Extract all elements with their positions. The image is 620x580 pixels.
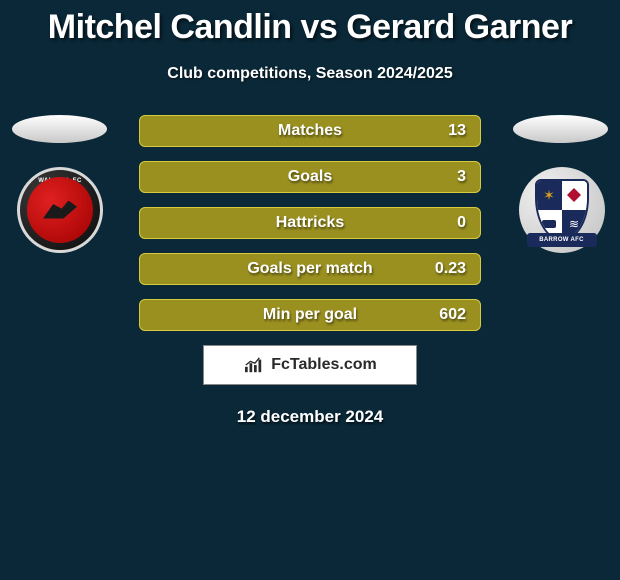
stat-row-goals-per-match: Goals per match 0.23 bbox=[139, 253, 481, 285]
left-club-badge: WALSALL FC bbox=[10, 167, 110, 252]
walsall-badge-icon: WALSALL FC bbox=[17, 167, 103, 253]
shield-icon bbox=[535, 179, 589, 241]
shield-quadrant-icon bbox=[562, 181, 587, 210]
page-title: Mitchel Candlin vs Gerard Garner bbox=[0, 0, 620, 47]
left-player-oval bbox=[12, 115, 107, 143]
stat-row-matches: Matches 13 bbox=[139, 115, 481, 147]
stat-value: 3 bbox=[457, 168, 466, 186]
stat-label: Goals per match bbox=[247, 260, 372, 278]
stat-value: 0 bbox=[457, 214, 466, 232]
date-text: 12 december 2024 bbox=[0, 407, 620, 427]
stat-value: 602 bbox=[439, 306, 466, 324]
right-badge-banner: BARROW AFC bbox=[527, 233, 597, 247]
walsall-badge-inner-icon bbox=[27, 177, 93, 243]
chart-icon bbox=[243, 356, 265, 374]
stat-label: Hattricks bbox=[276, 214, 344, 232]
shield-quadrant-icon bbox=[537, 181, 562, 210]
barrow-badge-icon: BARROW AFC bbox=[519, 167, 605, 253]
stat-row-goals: Goals 3 bbox=[139, 161, 481, 193]
brand-text: FcTables.com bbox=[271, 356, 377, 374]
stat-value: 0.23 bbox=[435, 260, 466, 278]
comparison-content: WALSALL FC BARROW AFC Matches 13 Goals 3 bbox=[0, 115, 620, 427]
stat-label: Matches bbox=[278, 122, 342, 140]
stat-row-min-per-goal: Min per goal 602 bbox=[139, 299, 481, 331]
page-subtitle: Club competitions, Season 2024/2025 bbox=[0, 65, 620, 83]
right-player-oval bbox=[513, 115, 608, 143]
bird-icon bbox=[43, 201, 77, 219]
stat-row-hattricks: Hattricks 0 bbox=[139, 207, 481, 239]
brand-box: FcTables.com bbox=[203, 345, 417, 385]
stat-value: 13 bbox=[448, 122, 466, 140]
stat-label: Goals bbox=[288, 168, 332, 186]
stat-label: Min per goal bbox=[263, 306, 357, 324]
stats-container: Matches 13 Goals 3 Hattricks 0 Goals per… bbox=[139, 115, 481, 331]
right-club-badge: BARROW AFC bbox=[509, 167, 614, 252]
